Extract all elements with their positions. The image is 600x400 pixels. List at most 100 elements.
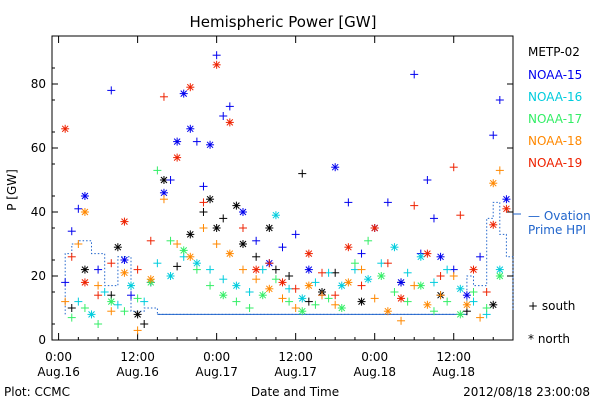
x-tick-date-3: Aug.17 <box>274 365 317 379</box>
point-noaa-15-20 <box>238 208 247 216</box>
x-tick-time-3: 12:00 <box>278 350 313 364</box>
x-tick-date-4: Aug.18 <box>353 365 396 379</box>
point-noaa-19-13 <box>225 118 234 127</box>
point-noaa-15-16 <box>206 140 215 149</box>
point-noaa-17-21 <box>337 304 346 312</box>
point-noaa-18-17 <box>278 294 287 303</box>
x-tick-time-5: 12:00 <box>436 350 471 364</box>
point-noaa-15-37 <box>436 252 445 261</box>
x-tick-date-0: Aug.16 <box>37 365 80 379</box>
point-noaa-18-23 <box>357 265 366 274</box>
point-noaa-18-11 <box>199 224 208 232</box>
legend-entry-metp-02: METP-02 <box>528 45 580 59</box>
point-noaa-18-7 <box>146 275 155 284</box>
point-noaa-19-16 <box>265 259 274 268</box>
point-metp-02-7 <box>173 262 182 271</box>
point-noaa-19-12 <box>212 60 221 69</box>
legend-entry-noaa-19: NOAA-19 <box>528 156 582 170</box>
point-noaa-17-30 <box>456 310 465 319</box>
point-noaa-16-1 <box>87 310 96 319</box>
point-metp-02-27 <box>489 300 498 309</box>
point-noaa-17-11 <box>206 281 215 290</box>
x-axis: 0:00Aug.1612:00Aug.160:00Aug.1712:00Aug.… <box>37 36 494 379</box>
point-noaa-18-25 <box>383 307 392 316</box>
point-noaa-19-34 <box>489 220 498 229</box>
y-tick-label-60: 60 <box>31 141 46 155</box>
point-noaa-18-27 <box>410 281 419 290</box>
point-noaa-16-11 <box>219 275 228 284</box>
point-noaa-16-2 <box>100 288 109 296</box>
point-metp-02-6 <box>159 176 168 184</box>
chart-title: Hemispheric Power [GW] <box>190 13 377 31</box>
point-noaa-17-7 <box>153 166 162 175</box>
point-noaa-16-7 <box>166 272 175 280</box>
point-noaa-15-25 <box>304 265 313 274</box>
point-noaa-15-13 <box>186 124 195 133</box>
point-noaa-18-28 <box>423 300 432 309</box>
point-noaa-17-29 <box>443 297 452 306</box>
point-noaa-15-33 <box>410 70 419 79</box>
point-noaa-19-8 <box>159 92 168 101</box>
point-noaa-17-8 <box>166 236 175 245</box>
x-tick-time-4: 0:00 <box>361 350 388 364</box>
x-tick-time-0: 0:00 <box>45 350 72 364</box>
point-noaa-18-5 <box>120 268 129 277</box>
legend-ovation-line2: Prime HPI <box>528 223 586 237</box>
ovation-hpi-line <box>64 201 514 315</box>
point-noaa-18-21 <box>331 300 340 309</box>
legend: METP-02 NOAA-15 NOAA-16 NOAA-17 NOAA-18 … <box>528 45 591 346</box>
y-tick-label-20: 20 <box>31 269 46 283</box>
point-noaa-16-5 <box>140 297 149 306</box>
point-noaa-17-14 <box>245 304 254 312</box>
point-noaa-19-2 <box>80 278 89 287</box>
point-noaa-18-18 <box>291 304 300 312</box>
point-noaa-16-24 <box>390 243 399 252</box>
point-noaa-17-4 <box>120 307 129 316</box>
point-noaa-19-30 <box>449 163 458 172</box>
point-noaa-17-3 <box>107 297 116 306</box>
point-noaa-18-20 <box>318 291 327 300</box>
point-noaa-19-3 <box>94 291 103 300</box>
point-noaa-19-6 <box>133 265 142 274</box>
plot-credit: Plot: CCMC <box>4 385 70 399</box>
point-noaa-18-9 <box>173 240 182 248</box>
point-noaa-16-27 <box>429 278 438 287</box>
point-noaa-15-39 <box>462 291 471 300</box>
point-noaa-16-3 <box>113 300 122 309</box>
point-noaa-16-10 <box>206 265 215 274</box>
point-noaa-16-4 <box>127 281 136 290</box>
point-noaa-17-20 <box>324 294 333 303</box>
point-noaa-19-14 <box>238 224 247 232</box>
point-metp-02-8 <box>186 230 195 239</box>
plot-frame <box>51 35 514 341</box>
point-noaa-15-42 <box>495 96 504 104</box>
point-noaa-17-33 <box>495 272 504 280</box>
ovation-prime-hpi-series <box>64 201 521 315</box>
point-metp-02-15 <box>252 252 261 261</box>
point-noaa-16-12 <box>232 281 241 290</box>
point-metp-02-1 <box>80 265 89 274</box>
point-noaa-18-14 <box>238 265 247 274</box>
point-noaa-17-31 <box>469 288 478 296</box>
point-metp-02-13 <box>232 201 241 210</box>
point-noaa-17-24 <box>377 272 386 280</box>
point-noaa-15-23 <box>278 243 287 252</box>
point-noaa-19-31 <box>456 211 465 220</box>
point-noaa-16-32 <box>495 265 504 274</box>
point-noaa-19-17 <box>278 278 287 287</box>
point-noaa-15-35 <box>423 176 432 184</box>
point-noaa-17-19 <box>311 300 320 309</box>
point-noaa-17-15 <box>258 291 267 300</box>
point-noaa-15-2 <box>74 204 83 213</box>
point-noaa-16-30 <box>469 297 478 306</box>
point-metp-02-16 <box>265 224 274 232</box>
point-noaa-16-28 <box>443 265 452 274</box>
point-noaa-19-10 <box>186 83 195 92</box>
point-noaa-18-8 <box>159 195 168 204</box>
point-noaa-19-32 <box>469 265 478 274</box>
point-noaa-16-17 <box>298 294 307 303</box>
y-tick-label-40: 40 <box>31 205 46 219</box>
point-noaa-16-22 <box>364 275 373 284</box>
point-noaa-17-9 <box>179 246 188 255</box>
